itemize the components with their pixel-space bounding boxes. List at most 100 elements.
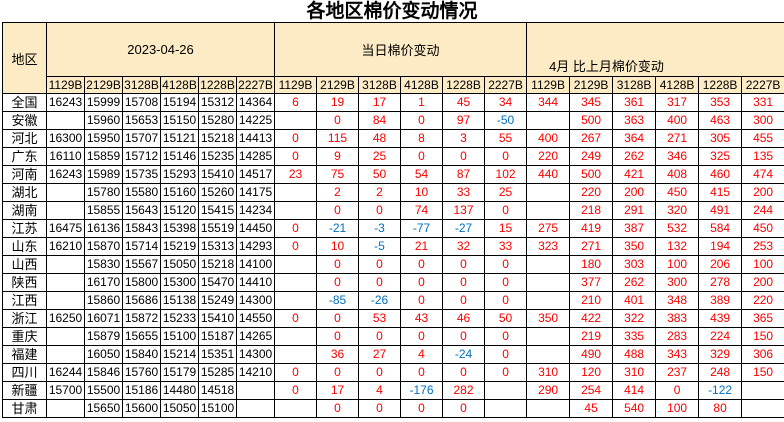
daily-change-cell[interactable]: [274, 273, 317, 292]
monthly-change-cell[interactable]: 387: [612, 219, 657, 238]
daily-change-cell[interactable]: -3: [358, 219, 401, 238]
price-cell[interactable]: 16243: [46, 93, 85, 112]
price-cell[interactable]: 14517: [236, 165, 275, 184]
monthly-change-cell[interactable]: 120: [569, 363, 614, 382]
daily-change-cell[interactable]: 0: [316, 363, 359, 382]
daily-change-cell[interactable]: -85: [316, 291, 359, 310]
region-cell[interactable]: 广东: [2, 147, 47, 166]
price-cell[interactable]: 15686: [122, 291, 161, 310]
monthly-change-cell[interactable]: 460: [698, 165, 743, 184]
price-cell[interactable]: 15712: [122, 147, 161, 166]
price-cell[interactable]: 16475: [46, 219, 85, 238]
price-cell[interactable]: 15100: [160, 327, 199, 346]
daily-change-cell[interactable]: 0: [274, 309, 317, 328]
price-cell[interactable]: 14300: [236, 345, 275, 364]
daily-change-cell[interactable]: 0: [483, 327, 528, 346]
daily-change-cell[interactable]: [274, 327, 317, 346]
daily-change-cell[interactable]: 0: [400, 147, 443, 166]
daily-change-cell[interactable]: 23: [274, 165, 317, 184]
price-cell[interactable]: [236, 381, 275, 400]
price-cell[interactable]: [46, 255, 85, 274]
monthly-change-cell[interactable]: 303: [612, 255, 657, 274]
daily-change-cell[interactable]: 0: [274, 363, 317, 382]
daily-change-cell[interactable]: 45: [442, 93, 485, 112]
daily-change-cell[interactable]: 9: [316, 147, 359, 166]
monthly-change-cell[interactable]: 100: [655, 255, 700, 274]
price-cell[interactable]: 15398: [160, 219, 199, 238]
monthly-change-cell[interactable]: 440: [526, 165, 571, 184]
monthly-change-cell[interactable]: 0: [655, 381, 700, 400]
daily-change-cell[interactable]: 115: [316, 129, 359, 148]
monthly-change-cell[interactable]: [741, 381, 784, 400]
monthly-change-cell[interactable]: 353: [698, 93, 743, 112]
daily-change-cell[interactable]: 0: [316, 201, 359, 220]
monthly-change-cell[interactable]: 400: [655, 111, 700, 130]
monthly-change-cell[interactable]: 262: [612, 147, 657, 166]
price-cell[interactable]: 15653: [122, 111, 161, 130]
daily-change-cell[interactable]: 48: [358, 129, 401, 148]
subcolumn-header[interactable]: 2129B: [84, 76, 123, 94]
price-cell[interactable]: 15121: [160, 129, 199, 148]
subcolumn-header[interactable]: 2227B: [483, 76, 528, 94]
price-cell[interactable]: 15146: [160, 147, 199, 166]
monthly-change-cell[interactable]: 135: [741, 147, 784, 166]
price-cell[interactable]: 14210: [236, 363, 275, 382]
daily-change-cell[interactable]: 33: [483, 237, 528, 256]
monthly-change-cell[interactable]: 206: [698, 255, 743, 274]
monthly-change-cell[interactable]: 253: [741, 237, 784, 256]
price-cell[interactable]: 15707: [122, 129, 161, 148]
monthly-change-cell[interactable]: 210: [569, 291, 614, 310]
monthly-change-cell[interactable]: 194: [698, 237, 743, 256]
monthly-change-cell[interactable]: 474: [741, 165, 784, 184]
daily-change-cell[interactable]: 46: [442, 309, 485, 328]
subcolumn-header[interactable]: 2129B: [569, 76, 614, 94]
daily-change-cell[interactable]: 137: [442, 201, 485, 220]
monthly-change-cell[interactable]: 377: [569, 273, 614, 292]
region-cell[interactable]: 江苏: [2, 219, 47, 238]
monthly-change-cell[interactable]: 329: [698, 345, 743, 364]
price-cell[interactable]: 15187: [198, 327, 237, 346]
price-cell[interactable]: 15312: [198, 93, 237, 112]
monthly-change-cell[interactable]: 450: [741, 219, 784, 238]
daily-change-cell[interactable]: 0: [442, 273, 485, 292]
daily-change-cell[interactable]: 0: [316, 255, 359, 274]
price-cell[interactable]: 15859: [84, 147, 123, 166]
monthly-change-cell[interactable]: 414: [612, 381, 657, 400]
daily-change-cell[interactable]: -5: [358, 237, 401, 256]
daily-change-cell[interactable]: 75: [316, 165, 359, 184]
daily-change-cell[interactable]: 0: [483, 291, 528, 310]
price-cell[interactable]: 15519: [198, 219, 237, 238]
monthly-change-cell[interactable]: [526, 399, 571, 418]
monthly-change-cell[interactable]: 584: [698, 219, 743, 238]
price-cell[interactable]: 16170: [84, 273, 123, 292]
price-cell[interactable]: 14364: [236, 93, 275, 112]
daily-change-cell[interactable]: 0: [400, 255, 443, 274]
price-cell[interactable]: 15100: [198, 399, 237, 418]
daily-change-cell[interactable]: 6: [274, 93, 317, 112]
monthly-change-cell[interactable]: 323: [526, 237, 571, 256]
price-cell[interactable]: 15120: [160, 201, 199, 220]
monthly-change-cell[interactable]: 290: [526, 381, 571, 400]
daily-change-cell[interactable]: 19: [316, 93, 359, 112]
daily-change-cell[interactable]: 34: [483, 93, 528, 112]
monthly-change-cell[interactable]: 220: [741, 291, 784, 310]
monthly-change-cell[interactable]: 463: [698, 111, 743, 130]
monthly-change-cell[interactable]: [741, 399, 784, 418]
daily-change-cell[interactable]: 0: [274, 237, 317, 256]
region-cell[interactable]: 江西: [2, 291, 47, 310]
price-cell[interactable]: 15860: [84, 291, 123, 310]
monthly-change-cell[interactable]: 275: [526, 219, 571, 238]
price-cell[interactable]: 16243: [46, 165, 85, 184]
monthly-change-cell[interactable]: 244: [741, 201, 784, 220]
daily-change-cell[interactable]: 55: [483, 129, 528, 148]
daily-change-cell[interactable]: [483, 381, 528, 400]
subcolumn-header[interactable]: 1228B: [442, 76, 485, 94]
price-cell[interactable]: 15285: [198, 363, 237, 382]
price-cell[interactable]: 16110: [46, 147, 85, 166]
price-cell[interactable]: 15567: [122, 255, 161, 274]
monthly-change-cell[interactable]: 220: [569, 183, 614, 202]
daily-change-cell[interactable]: [483, 399, 528, 418]
price-cell[interactable]: [46, 183, 85, 202]
price-cell[interactable]: 15219: [160, 237, 199, 256]
daily-change-cell[interactable]: 0: [316, 309, 359, 328]
